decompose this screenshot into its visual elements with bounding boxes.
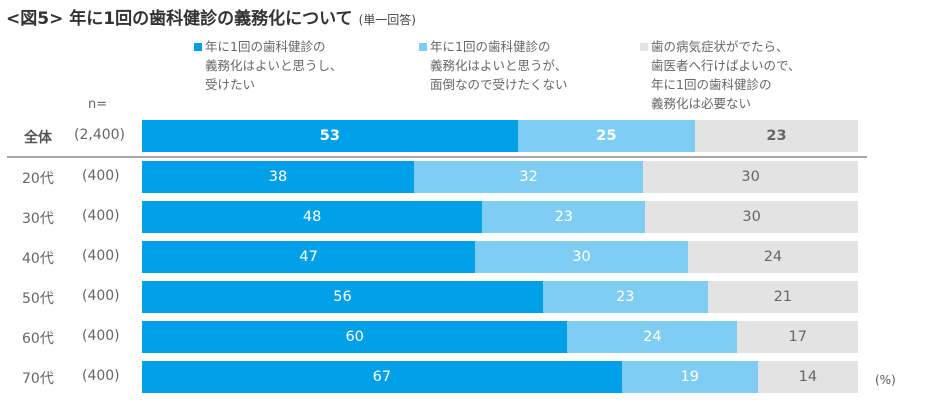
bar-segment-series2 [542,281,708,313]
row-sample-size: (400) [82,328,120,344]
data-label: 30 [572,249,591,265]
bar-segment-series2 [475,241,688,273]
data-label: 30 [742,209,761,225]
data-label: 17 [788,329,807,345]
row-label: 70代 [22,371,54,387]
legend-item-series3: 歯の病気症状がでたら、 歯医者へ行けばよいので、 年に1回の歯科健診の 義務化は… [640,37,801,113]
row-sample-size: (400) [82,208,120,224]
bar-segment-series3 [694,120,858,152]
data-label: 56 [333,289,352,305]
data-label: 23 [766,128,787,144]
legend-item-series2: 年に1回の歯科健診の 義務化はよいと思うが、 面倒なので受けたくない [419,37,568,94]
data-label: 19 [680,369,699,385]
bar-segment-series1 [142,321,568,353]
chart-subtitle: (単一回答) [358,13,416,27]
bar-segment-series2 [517,120,695,152]
legend-item-series1: 年に1回の歯科健診の 義務化はよいと思うし、 受けたい [194,37,343,94]
data-label: 23 [616,289,635,305]
data-label: 60 [345,329,364,345]
sample-size-header: n= [88,97,108,112]
legend-swatch-series1 [194,43,202,51]
bar-segment-series3 [643,161,858,193]
chart-title: <図5> 年に1回の歯科健診の義務化について (単一回答) [6,4,416,29]
legend-text-series1: 年に1回の歯科健診の 義務化はよいと思うし、 受けたい [205,39,343,92]
row-label: 全体 [24,130,52,146]
row-label: 50代 [22,291,54,307]
bar-segment-series3 [687,241,858,273]
data-label: 24 [643,329,662,345]
data-label: 21 [773,289,793,305]
bar-segment-series3 [645,201,858,233]
row-label: 30代 [22,211,54,227]
unit-label: (%) [875,373,896,387]
data-label: 53 [319,128,340,144]
bar-segment-series2 [482,201,646,233]
row-label: 40代 [22,251,54,267]
legend-swatch-series3 [640,43,648,51]
chart-title-main: <図5> 年に1回の歯科健診の義務化について [6,9,353,29]
legend-text-series3: 歯の病気症状がでたら、 歯医者へ行けばよいので、 年に1回の歯科健診の 義務化は… [651,39,801,111]
legend-swatch-series2 [419,43,427,51]
bar-segment-series1 [142,361,622,393]
bar-segment-series1 [142,201,483,233]
bar-segment-series2 [414,161,644,193]
data-label: 24 [763,249,783,265]
data-label: 48 [302,209,322,225]
data-label: 32 [519,169,538,185]
data-label: 67 [372,369,392,385]
legend-text-series2: 年に1回の歯科健診の 義務化はよいと思うが、 面倒なので受けたくない [430,39,568,92]
data-label: 30 [741,169,760,185]
bar-segment-series1 [142,281,543,313]
total-separator-line [7,156,867,158]
row-label: 20代 [22,171,54,187]
row-sample-size: (400) [82,168,120,184]
data-label: 14 [798,369,818,385]
bar-segment-series3 [757,361,858,393]
bar-segment-series1 [142,120,518,152]
data-label: 25 [596,128,617,144]
bar-segment-series2 [621,361,758,393]
bar-segment-series1 [142,241,476,273]
bar-segment-series3 [737,321,858,353]
bar-segment-series3 [707,281,858,313]
bar-segment-series1 [142,161,415,193]
row-sample-size: (400) [82,368,120,384]
data-label: 38 [268,169,288,185]
data-label: 23 [554,209,574,225]
row-sample-size: (400) [82,288,120,304]
row-sample-size: (2,400) [74,127,126,143]
row-sample-size: (400) [82,248,120,264]
bar-segment-series2 [567,321,738,353]
data-label: 47 [299,249,318,265]
row-label: 60代 [22,331,54,347]
